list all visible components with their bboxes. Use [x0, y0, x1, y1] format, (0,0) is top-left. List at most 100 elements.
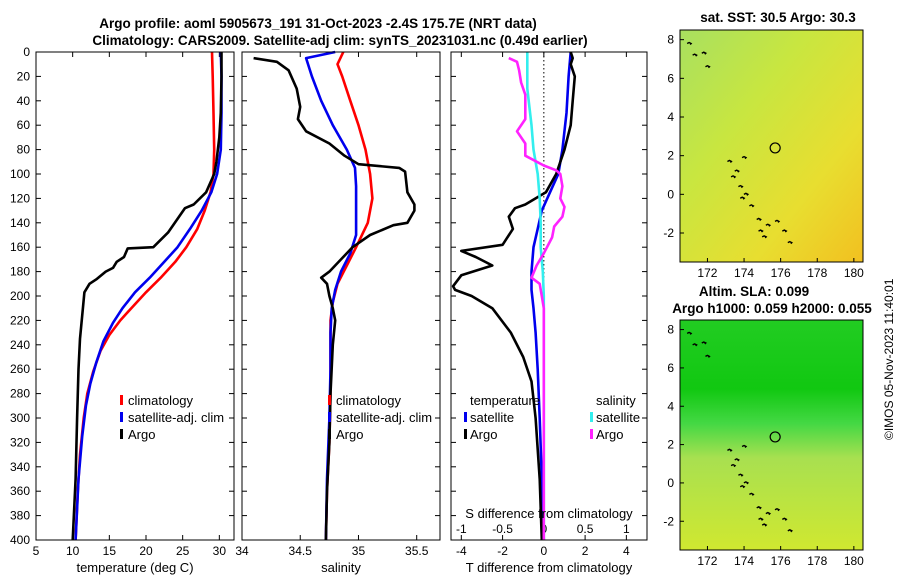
sst-map-title: sat. SST: 30.5 Argo: 30.3: [700, 10, 856, 25]
map-x-tick-label: 176: [771, 266, 791, 280]
legend-title-temperature: temperature: [470, 393, 540, 408]
coastline: [701, 51, 707, 55]
coastline: [730, 463, 737, 468]
x-tick-label: 34: [235, 544, 249, 558]
title-line-1: Argo profile: aoml 5905673_191 31-Oct-20…: [99, 16, 536, 31]
y-tick-label: 200: [10, 289, 30, 303]
legend-label-climatology: climatology: [336, 393, 402, 408]
legend-label-t-satellite: satellite: [470, 410, 514, 425]
x-tick-label: -2: [497, 544, 508, 558]
coastline: [781, 229, 788, 233]
map-y-tick-label: 0: [667, 476, 674, 490]
coastline: [758, 229, 764, 233]
x-tick-label: 30: [213, 544, 227, 558]
series-line-satellite-adj-clim: [304, 50, 358, 541]
legend-swatch-satellite: [120, 412, 123, 422]
coastline: [756, 217, 762, 221]
coastline: [686, 331, 693, 335]
credit-label: ©IMOS 05-Nov-2023 11:40:01: [882, 278, 896, 440]
legend-swatch-argo: [328, 429, 331, 439]
y-tick-label: 0: [23, 45, 30, 59]
series-line-climatology: [74, 51, 216, 541]
salinity-axes-frame: [241, 51, 441, 541]
legend-label-t-argo: Argo: [470, 427, 497, 442]
coastline: [730, 175, 737, 179]
map-y-tick-label: 4: [667, 399, 674, 413]
temperature-panel: 5 10 15 20 25 3002040608010012014016018020022…: [10, 45, 235, 575]
x-tick-label: 35: [352, 544, 366, 558]
map-y-tick-label: 0: [667, 187, 674, 201]
difference-xlabel: T difference from climatology: [466, 560, 633, 575]
legend-label-satellite: satellite-adj. clim: [336, 410, 432, 425]
y-tick-label: 20: [17, 69, 31, 83]
x-tick-label: 0: [540, 544, 547, 558]
x-tick-label: 15: [103, 544, 117, 558]
series-line-argo: [71, 52, 223, 541]
coastline: [739, 484, 746, 489]
legend-swatch-climatology: [120, 395, 123, 405]
legend-swatch-t-argo: [464, 429, 467, 439]
sst-map-frame: [679, 29, 864, 263]
difference-top-label: S difference from climatology: [465, 506, 633, 521]
y-tick-label: 80: [17, 143, 31, 157]
coastline: [781, 517, 788, 521]
legend-swatch-t-satellite: [464, 412, 467, 422]
series-line-argo: [253, 56, 416, 541]
coastline: [738, 473, 744, 477]
legend-swatch-argo: [120, 429, 123, 439]
coastline: [765, 223, 772, 227]
coastline: [739, 196, 746, 200]
coastline: [738, 184, 744, 189]
x-tick-label: 10: [66, 544, 80, 558]
coastline: [787, 240, 793, 245]
coastline: [787, 529, 793, 533]
s-tick-label: -1: [456, 522, 467, 536]
coastline: [756, 506, 762, 510]
y-tick-label: 220: [10, 313, 30, 327]
y-tick-label: 320: [10, 435, 30, 449]
coastline: [761, 523, 768, 527]
x-tick-label: 25: [176, 544, 190, 558]
map-y-tick-label: 2: [667, 438, 674, 452]
x-tick-label: 5: [33, 544, 40, 558]
map-x-tick-label: 178: [807, 554, 827, 568]
argo-float-marker: [769, 142, 781, 154]
y-tick-label: 360: [10, 484, 30, 498]
x-tick-label: 2: [582, 544, 589, 558]
coastline: [741, 444, 748, 448]
y-tick-label: 140: [10, 216, 30, 230]
legend-label-climatology: climatology: [128, 393, 194, 408]
x-tick-label: -4: [456, 544, 467, 558]
map-y-tick-label: 8: [667, 323, 674, 337]
map-x-tick-label: 174: [734, 554, 754, 568]
sla-field: [680, 320, 863, 550]
y-tick-label: 400: [10, 533, 30, 547]
legend-label-argo: Argo: [336, 427, 363, 442]
temperature-axes-frame: [35, 51, 235, 541]
argo-float-marker: [769, 431, 781, 443]
legend-swatch-s-satellite: [590, 412, 593, 422]
map-x-tick-label: 172: [697, 554, 717, 568]
sst-field: [680, 30, 863, 262]
salinity-panel: 34 34.5 35 35.5 salinity climatology satell…: [235, 50, 441, 575]
sla-map-title: Altim. SLA: 0.099: [699, 284, 809, 299]
legend-swatch-satellite: [328, 412, 331, 422]
s-tick-label: -0.5: [492, 522, 513, 536]
series-line-satellite-adj-clim: [74, 51, 223, 541]
sla-map-frame: [679, 319, 864, 551]
y-tick-label: 180: [10, 265, 30, 279]
legend-label-s-argo: Argo: [596, 427, 623, 442]
legend-label-argo: Argo: [128, 427, 155, 442]
map-y-tick-label: 6: [667, 71, 674, 85]
coastline: [705, 64, 711, 69]
map-y-tick-label: 6: [667, 361, 674, 375]
legend-label-satellite: satellite-adj. clim: [128, 410, 224, 425]
map-y-tick-label: -2: [663, 514, 674, 528]
coastline: [705, 354, 711, 358]
legend-swatch-climatology: [328, 395, 331, 405]
y-tick-label: 160: [10, 240, 30, 254]
y-tick-label: 340: [10, 460, 30, 474]
legend-title-salinity: salinity: [596, 393, 636, 408]
salinity-xlabel: salinity: [321, 560, 361, 575]
